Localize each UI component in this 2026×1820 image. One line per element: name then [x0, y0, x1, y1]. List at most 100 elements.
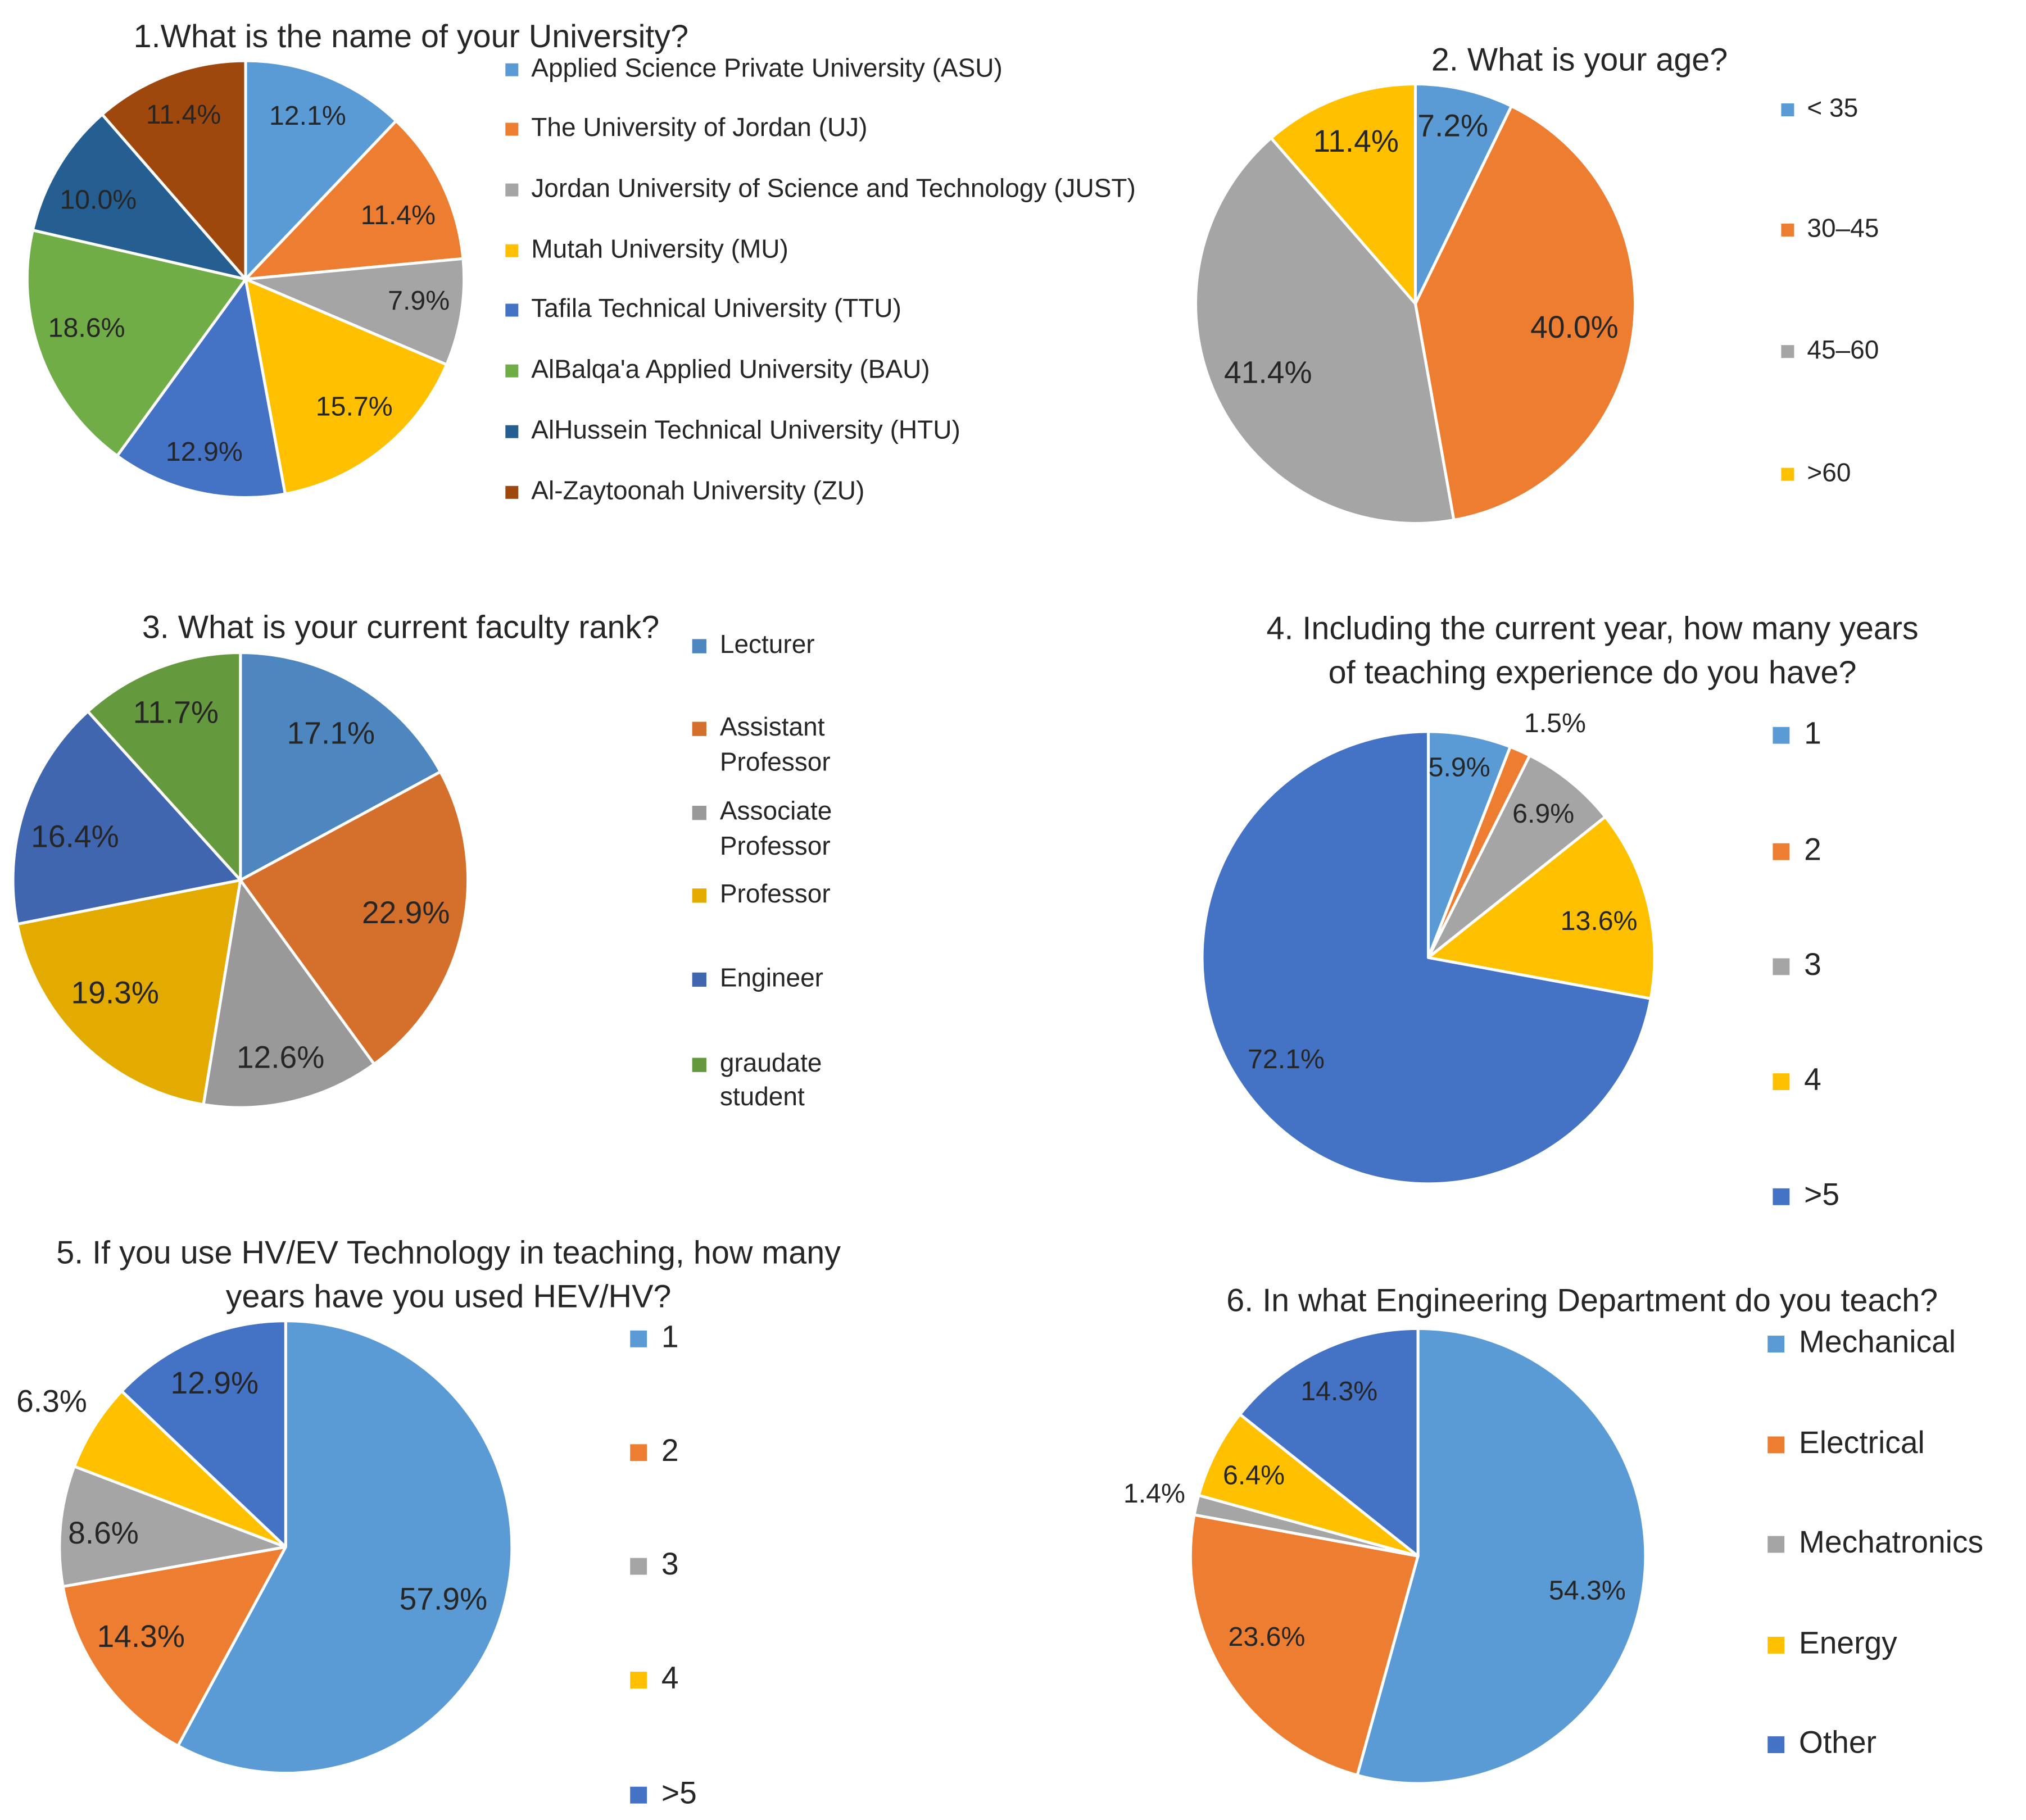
legend-swatch-lecturer: [692, 639, 706, 653]
legend-swatch-35: [1781, 103, 1794, 116]
legend-swatch-engineer: [692, 972, 706, 987]
pie-slice-albalqa-a-applied-university-bau: [25, 229, 247, 457]
legend-swatch-associate-professor: [692, 806, 706, 820]
pie-slice-mutah-university-mu: [244, 278, 448, 496]
data-label-3: 6.9%: [1512, 798, 1574, 829]
legend-label-electrical: Electrical: [1799, 1425, 1925, 1460]
legend-swatch-the-university-of-jordan-uj: [505, 122, 519, 136]
data-label-albalqa-a-applied-university-bau: 18.6%: [48, 312, 125, 343]
legend-label-3: 3: [1804, 947, 1821, 982]
legend-label-associate-professor: Associate Professor: [720, 796, 832, 860]
chart-4-title: of teaching experience do you have?: [1329, 655, 1857, 691]
legend-label-1: 1: [1804, 715, 1821, 750]
data-label-5: 72.1%: [1248, 1044, 1325, 1074]
data-label-jordan-university-of-science-and-technology-just: 7.9%: [388, 285, 450, 316]
data-label-1: 57.9%: [400, 1581, 487, 1616]
legend-label-jordan-university-of-science-and-technology-just: Jordan University of Science and Technol…: [531, 173, 1136, 202]
data-label-tafila-technical-university-ttu: 12.9%: [166, 437, 243, 467]
legend-swatch-4: [630, 1672, 647, 1689]
pie-slice-2: [61, 1545, 287, 1748]
legend-label-professor: Professor: [720, 879, 831, 908]
legend-label-albalqa-a-applied-university-bau: AlBalqa'a Applied University (BAU): [531, 354, 930, 383]
legend-swatch-2: [1773, 843, 1790, 860]
pie-slice-lecturer: [239, 651, 442, 882]
pie-slice-3: [58, 1465, 287, 1588]
pie-slice-1: [176, 1319, 514, 1775]
legend-swatch-5: [630, 1786, 647, 1804]
data-label-3: 8.6%: [68, 1515, 139, 1550]
legend-label-al-zaytoonah-university-zu: Al-Zaytoonah University (ZU): [531, 475, 864, 505]
data-label-35: 7.2%: [1417, 108, 1488, 143]
legend-label-4: 4: [1804, 1062, 1821, 1097]
legend-swatch-mechanical: [1767, 1336, 1785, 1352]
data-label-mutah-university-mu: 15.7%: [316, 392, 393, 422]
chart-4-title: 4. Including the current year, how many …: [1266, 611, 1918, 647]
legend-swatch-60: [1781, 468, 1794, 481]
legend-label-mutah-university-mu: Mutah University (MU): [531, 234, 788, 263]
data-label-5: 12.9%: [171, 1365, 259, 1400]
data-label-energy: 6.4%: [1223, 1460, 1285, 1491]
legend-swatch-1: [1773, 727, 1790, 744]
legend-swatch-mutah-university-mu: [505, 244, 519, 257]
data-label-assistant-professor: 22.9%: [362, 895, 450, 930]
pie-slice-engineer: [11, 710, 242, 926]
pie-slice-applied-science-private-university-asu: [244, 59, 398, 281]
legend-swatch-4: [1773, 1073, 1790, 1091]
pie-chart-5: 5. If you use HV/EV Technology in teachi…: [16, 1234, 841, 1810]
legend-swatch-energy: [1767, 1636, 1785, 1654]
data-label-60: 11.4%: [1313, 124, 1399, 158]
data-label-other: 14.3%: [1300, 1376, 1377, 1406]
legend-label-4: 4: [661, 1660, 679, 1695]
legend-swatch-alhussein-technical-university-htu: [505, 425, 519, 438]
pie-slice-other: [1238, 1327, 1420, 1558]
legend-swatch-2: [630, 1444, 647, 1462]
legend-swatch-electrical: [1767, 1436, 1785, 1454]
pie-chart-2: 2. What is your age? 7.2% 40.0% 41.4% 11.4% <…: [1194, 42, 1879, 525]
legend-label-2: 2: [661, 1433, 679, 1468]
legend-swatch-1: [630, 1330, 647, 1347]
pie-slice-graudate-student: [86, 651, 242, 882]
data-label-4: 6.3%: [16, 1383, 87, 1418]
pie-slice-35: [1413, 82, 1513, 306]
legend-label-other: Other: [1799, 1725, 1877, 1760]
legend-swatch-3: [630, 1558, 647, 1575]
legend-label-energy: Energy: [1799, 1625, 1897, 1660]
legend-swatch-other: [1767, 1736, 1785, 1753]
legend-label-2: 2: [1804, 832, 1821, 866]
legend-label-1: 1: [661, 1319, 679, 1354]
data-label-mechanical: 54.3%: [1549, 1575, 1626, 1605]
legend-label-assistant-professor: Assistant Professor: [720, 712, 831, 776]
pie-slice-alhussein-technical-university-htu: [31, 113, 247, 281]
data-label-graudate-student: 11.7%: [133, 695, 219, 729]
legend-label-the-university-of-jordan-uj: The University of Jordan (UJ): [531, 112, 867, 142]
data-label-the-university-of-jordan-uj: 11.4%: [361, 200, 436, 230]
legend-label-mechatronics: Mechatronics: [1799, 1524, 1983, 1559]
pie-slice-30-45: [1413, 105, 1637, 521]
legend-swatch-al-zaytoonah-university-zu: [505, 485, 519, 499]
data-label-mechatronics: 1.4%: [1123, 1478, 1185, 1509]
pie-slice-al-zaytoonah-university-zu: [101, 59, 247, 281]
data-label-2: 1.5%: [1524, 708, 1586, 738]
chart-3-title: 3. What is your current faculty rank?: [142, 609, 659, 645]
data-label-45-60: 41.4%: [1224, 355, 1312, 390]
legend-label-30-45: 30–45: [1807, 214, 1879, 243]
legend-label-60: >60: [1807, 457, 1851, 487]
legend-label-45-60: 45–60: [1807, 335, 1879, 364]
data-label-30-45: 40.0%: [1530, 310, 1618, 344]
pie-slice-60: [1270, 82, 1417, 306]
legend-swatch-albalqa-a-applied-university-bau: [505, 364, 519, 378]
chart-1-title: 1.What is the name of your University?: [134, 19, 689, 55]
legend-label-5: >5: [1804, 1177, 1839, 1211]
legend-label-engineer: Engineer: [720, 963, 823, 992]
pie-slice-assistant-professor: [239, 770, 470, 1066]
legend-swatch-45-60: [1781, 345, 1794, 358]
pie-slice-jordan-university-of-science-and-technology-just: [244, 257, 466, 366]
data-label-applied-science-private-university-asu: 12.1%: [269, 101, 346, 131]
data-label-4: 13.6%: [1561, 906, 1638, 936]
legend-label-lecturer: Lecturer: [720, 629, 815, 659]
pie-slice-4: [1426, 815, 1656, 1000]
chart-5-title: years have you used HEV/HV?: [226, 1279, 672, 1315]
pie-slice-tafila-technical-university-ttu: [115, 278, 287, 499]
pie-slice-5: [1200, 730, 1652, 1186]
